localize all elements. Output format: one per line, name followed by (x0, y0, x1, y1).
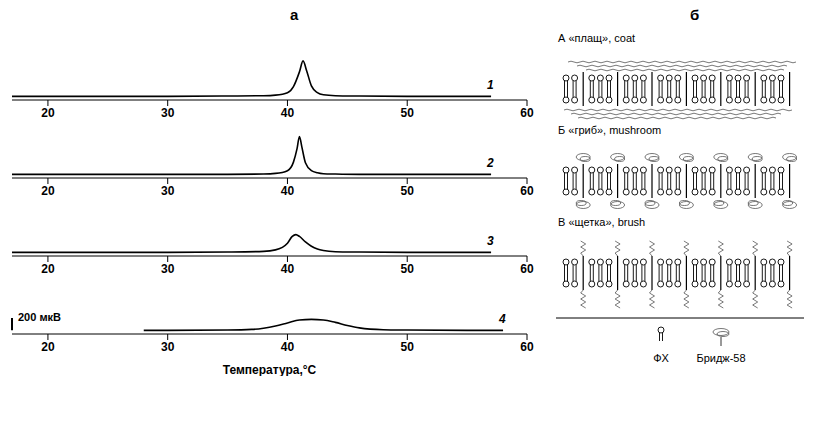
svg-text:60: 60 (520, 184, 534, 198)
svg-text:20: 20 (41, 262, 55, 276)
svg-text:40: 40 (281, 106, 295, 120)
svg-text:60: 60 (520, 262, 534, 276)
svg-text:50: 50 (401, 184, 415, 198)
svg-text:40: 40 (281, 340, 295, 354)
html-text:200 мкВ: 200 мкВ (18, 311, 61, 324)
html-text:2: 2 (487, 156, 494, 171)
svg-text:В «щетка», brush: В «щетка», brush (558, 216, 645, 228)
html-text:а: а (290, 6, 299, 23)
svg-text:20: 20 (41, 106, 55, 120)
svg-text:А «плащ», coat: А «плащ», coat (558, 32, 635, 44)
svg-text:20: 20 (41, 340, 55, 354)
html-text:б: б (690, 6, 700, 23)
svg-text:30: 30 (161, 262, 175, 276)
svg-text:40: 40 (281, 262, 295, 276)
html-text:1: 1 (487, 78, 494, 93)
html-text:3: 3 (487, 234, 494, 249)
svg-text:40: 40 (281, 184, 295, 198)
svg-text:50: 50 (401, 340, 415, 354)
svg-text:Б «гриб», mushroom: Б «гриб», mushroom (558, 124, 661, 136)
svg-text:Температура,°С: Температура,°С (223, 363, 317, 376)
html-text:4: 4 (499, 312, 506, 327)
svg-text:30: 30 (161, 340, 175, 354)
svg-text:50: 50 (401, 262, 415, 276)
svg-text:60: 60 (520, 106, 534, 120)
svg-text:50: 50 (401, 106, 415, 120)
svg-text:30: 30 (161, 184, 175, 198)
svg-text:60: 60 (520, 340, 534, 354)
svg-text:Бридж-58: Бридж-58 (696, 352, 745, 364)
svg-text:ФХ: ФХ (653, 352, 669, 364)
svg-text:30: 30 (161, 106, 175, 120)
svg-text:20: 20 (41, 184, 55, 198)
